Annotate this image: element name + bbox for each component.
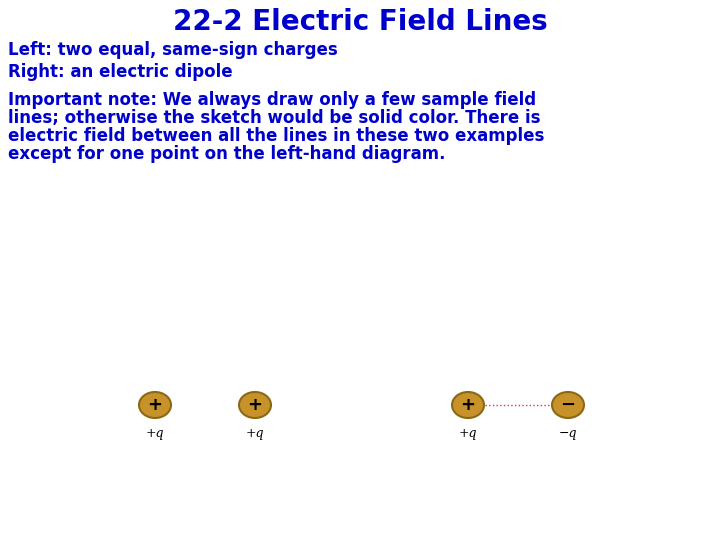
Text: +: + — [461, 396, 475, 414]
Text: +: + — [248, 396, 263, 414]
Text: Right: an electric dipole: Right: an electric dipole — [8, 63, 233, 81]
Text: +q: +q — [145, 427, 164, 440]
Text: 22-2 Electric Field Lines: 22-2 Electric Field Lines — [173, 8, 547, 36]
Ellipse shape — [452, 392, 484, 418]
Text: −q: −q — [559, 427, 577, 440]
Ellipse shape — [239, 392, 271, 418]
Text: except for one point on the left-hand diagram.: except for one point on the left-hand di… — [8, 145, 446, 163]
Text: Left: two equal, same-sign charges: Left: two equal, same-sign charges — [8, 41, 338, 59]
Text: Important note: We always draw only a few sample field: Important note: We always draw only a fe… — [8, 91, 536, 109]
Text: lines; otherwise the sketch would be solid color. There is: lines; otherwise the sketch would be sol… — [8, 109, 541, 127]
Text: −: − — [560, 396, 575, 414]
Text: +: + — [148, 396, 163, 414]
Ellipse shape — [552, 392, 584, 418]
Ellipse shape — [139, 392, 171, 418]
Text: +q: +q — [246, 427, 264, 440]
Text: electric field between all the lines in these two examples: electric field between all the lines in … — [8, 127, 544, 145]
Text: +q: +q — [459, 427, 477, 440]
